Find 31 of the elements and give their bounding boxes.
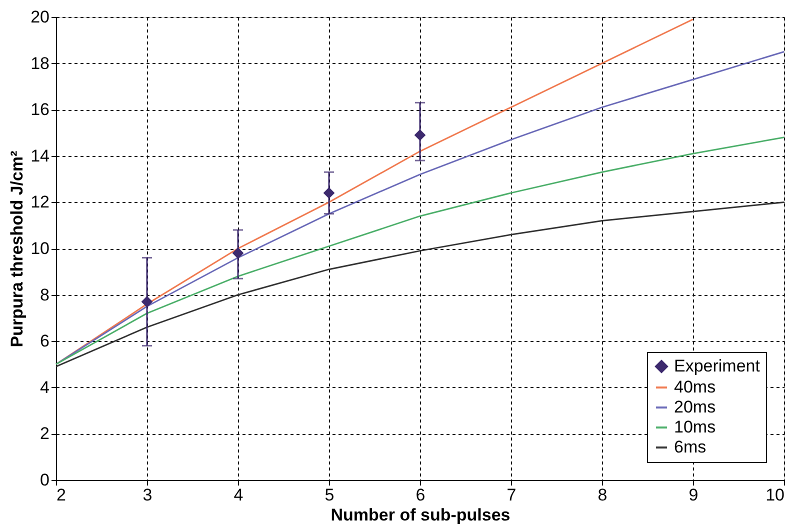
point	[323, 187, 335, 199]
x-tick-label: 8	[598, 486, 608, 504]
y-tick-label: 2	[40, 424, 50, 444]
y-tick-label: 4	[40, 378, 50, 397]
y-tick-label: 14	[30, 146, 50, 166]
x-tick-label: 9	[688, 486, 698, 504]
x-tick-label: 10	[766, 486, 784, 504]
point	[232, 247, 244, 259]
x-tick-label: 3	[142, 486, 152, 504]
legend-label: Experiment	[674, 356, 760, 376]
x-axis-title: Number of sub-pulses	[330, 506, 510, 524]
y-axis-title: Purpura threshold J/cm²	[8, 150, 27, 348]
legend-label: 6ms	[674, 438, 706, 456]
y-tick-label: 10	[30, 239, 50, 258]
x-tick-label: 4	[234, 486, 244, 504]
y-tick-label: 0	[40, 470, 50, 490]
legend-label: 20ms	[674, 398, 716, 416]
legend-label: 40ms	[674, 378, 716, 396]
y-tick-label: 12	[30, 192, 50, 212]
x-tick-label: 2	[56, 486, 66, 504]
x-tick-label: 6	[416, 486, 426, 504]
point	[141, 296, 153, 308]
y-tick-label: 6	[40, 332, 50, 351]
x-tick-label: 5	[324, 486, 334, 504]
point	[414, 129, 426, 141]
y-tick-label: 16	[30, 100, 50, 120]
y-tick-label: 20	[30, 8, 50, 26]
legend-label: 10ms	[674, 418, 716, 436]
y-tick-label: 18	[30, 54, 50, 73]
y-tick-label: 8	[40, 285, 50, 304]
x-tick-label: 7	[506, 486, 516, 504]
